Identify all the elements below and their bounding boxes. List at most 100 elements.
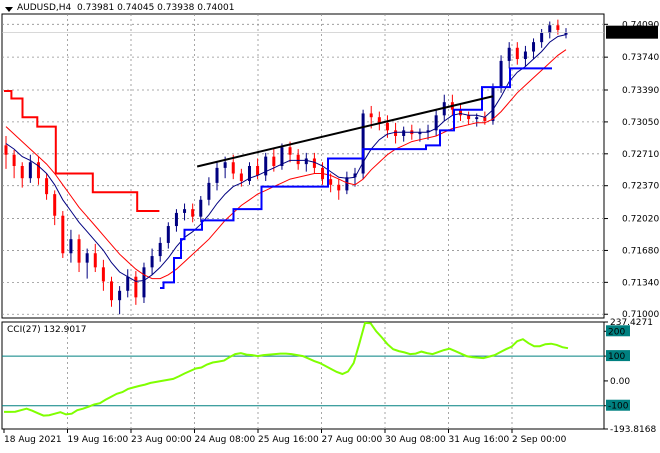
candle-body <box>4 145 8 155</box>
cci-line <box>4 321 569 417</box>
candle-body <box>288 147 292 155</box>
candle <box>183 203 187 221</box>
candle-body <box>215 167 219 183</box>
cci-tick-label: 237.4271 <box>610 318 653 328</box>
candle-body <box>467 115 471 120</box>
candle-body <box>483 117 487 121</box>
candle-body <box>150 256 154 268</box>
price-tick-label: 0.71680 <box>622 246 659 256</box>
time-tick-label: 19 Aug 16:00 <box>68 435 129 445</box>
candle-body <box>61 215 65 254</box>
trendline <box>196 95 494 168</box>
candle-body <box>223 162 227 168</box>
candle-body <box>353 173 357 178</box>
candle-body <box>174 212 178 227</box>
candle-body <box>118 290 122 301</box>
candle <box>118 286 122 315</box>
cci-level-tag <box>606 399 630 411</box>
cci-tick-label: -100 <box>608 402 629 412</box>
supertrend-down-line <box>4 89 160 213</box>
candle-body <box>377 117 381 123</box>
symbol-menu-icon[interactable] <box>5 7 13 12</box>
candle <box>101 259 105 291</box>
price-tick-label: 0.72020 <box>622 215 659 225</box>
candle-body <box>28 162 32 179</box>
candle-body <box>540 32 544 43</box>
candle <box>142 262 146 303</box>
time-tick-label: 23 Aug 00:00 <box>131 435 192 445</box>
candle-body <box>166 226 170 243</box>
price-tick-label: 0.73390 <box>622 86 659 96</box>
candle <box>12 150 16 179</box>
candle-body <box>45 178 49 195</box>
price-tick-label: 0.71000 <box>622 310 659 320</box>
candle-body <box>564 32 568 35</box>
candle <box>467 111 471 125</box>
candle <box>280 143 284 170</box>
candle-body <box>134 276 138 298</box>
candle-body <box>256 166 260 176</box>
candle <box>458 104 462 121</box>
candle-body <box>523 51 527 60</box>
candle <box>36 156 40 185</box>
candle-body <box>385 122 389 131</box>
candle-body <box>126 276 130 291</box>
cci-indicator-label: CCI(27) 132.9017 <box>7 325 87 335</box>
candle-body <box>361 113 365 174</box>
cci-tick-label: 0.00 <box>610 377 630 387</box>
time-tick-label: 24 Aug 08:00 <box>195 435 256 445</box>
candle <box>337 179 341 200</box>
candle <box>126 269 130 298</box>
cci-panel-frame <box>1 321 605 430</box>
candle <box>85 248 89 279</box>
ma-fast-line <box>5 34 567 282</box>
candle-body <box>434 115 438 131</box>
candles-series <box>4 19 568 315</box>
candle <box>532 38 536 60</box>
candle-body <box>110 281 114 301</box>
candle <box>207 177 211 206</box>
candle <box>247 162 251 185</box>
candle <box>296 149 300 170</box>
candle-body <box>296 154 300 165</box>
candle-body <box>329 179 333 185</box>
symbol-label: AUDUSD,H4 <box>17 3 72 13</box>
cci-level-tag <box>606 350 630 362</box>
candle <box>28 154 32 183</box>
candle-body <box>491 87 495 121</box>
candle-body <box>345 177 349 191</box>
candle <box>134 271 138 305</box>
candle-body <box>101 267 105 282</box>
candle-body <box>53 194 57 216</box>
time-tick-label: 25 Aug 16:00 <box>258 435 319 445</box>
candle <box>215 162 219 191</box>
candle-body <box>369 113 373 118</box>
candle-body <box>304 158 308 165</box>
candle <box>191 203 195 223</box>
candle <box>239 168 243 187</box>
time-tick-label: 31 Aug 16:00 <box>449 435 510 445</box>
candle <box>45 173 49 200</box>
candle-body <box>12 154 16 166</box>
candle-body <box>158 242 162 257</box>
candle <box>556 19 560 35</box>
current-price-label: 0.74001 <box>610 29 647 39</box>
candle-body <box>69 239 73 254</box>
cci-tick-label: 100 <box>608 352 625 362</box>
candle-body <box>475 117 479 120</box>
price-tick-label: 0.73050 <box>622 118 659 128</box>
candle <box>110 276 114 307</box>
price-tick-label: 0.72710 <box>622 150 659 160</box>
candle <box>564 28 568 39</box>
candle-body <box>548 25 552 33</box>
ohlc-readout: 0.73981 0.74045 0.73938 0.74001 <box>77 3 235 13</box>
candle <box>93 243 97 273</box>
candle-body <box>199 199 203 217</box>
candle-body <box>280 147 284 166</box>
time-tick-label: 18 Aug 2021 <box>4 435 62 445</box>
current-price-tag <box>606 25 658 39</box>
cci-level-tag <box>606 325 630 337</box>
candle <box>515 42 519 65</box>
